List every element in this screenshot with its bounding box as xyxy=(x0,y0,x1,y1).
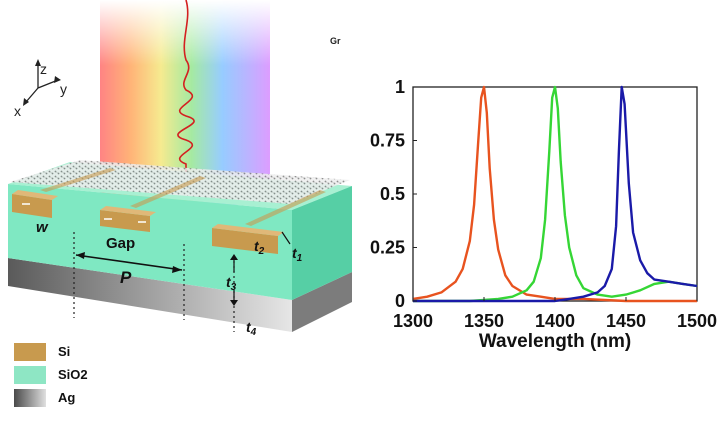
label-t1: t1 xyxy=(292,245,303,264)
axis-z-label: z xyxy=(40,61,47,77)
label-t4: t4 xyxy=(246,319,257,338)
corner-text: Gr xyxy=(330,36,341,46)
x-tick-label: 1300 xyxy=(393,311,433,331)
x-tick-label: 1450 xyxy=(606,311,646,331)
label-period: P xyxy=(120,268,132,287)
sio2-side xyxy=(292,186,352,300)
legend-swatch-si xyxy=(14,343,46,361)
ag-layer-front xyxy=(8,258,292,332)
legend-label-sio2: SiO2 xyxy=(58,367,88,382)
period-arrow xyxy=(75,254,183,271)
transmission-chart: 1300 1350 1400 1450 1500 0 0.25 0.5 0.75 1 Wavelen… xyxy=(370,77,717,352)
series-line-3 xyxy=(413,85,698,303)
y-tick-label: 0.75 xyxy=(370,131,405,151)
x-tick-label: 1500 xyxy=(677,311,717,331)
ag-layer-side xyxy=(292,272,352,332)
wave-packet xyxy=(177,0,195,182)
axis-x-label: x xyxy=(14,103,21,119)
si-grating xyxy=(12,168,326,254)
dimension-guides xyxy=(73,232,235,332)
x-tick-label: 1400 xyxy=(535,311,575,331)
y-tick-label: 0.5 xyxy=(380,184,405,204)
x-axis-label: Wavelength (nm) xyxy=(479,331,631,352)
x-tick-label: 1350 xyxy=(464,311,504,331)
series-line-2 xyxy=(413,85,698,303)
label-w: w xyxy=(36,219,49,236)
legend-label-ag: Ag xyxy=(58,390,76,405)
y-tick-label: 1 xyxy=(395,77,405,97)
legend-swatch-ag xyxy=(14,389,46,407)
series-line-1 xyxy=(412,85,697,303)
legend-label-si: Si xyxy=(58,344,71,359)
sio2-front xyxy=(8,184,292,300)
graphene-sheet xyxy=(10,160,350,204)
label-gap: Gap xyxy=(106,235,135,252)
label-t2: t2 xyxy=(254,238,265,257)
device-schematic: w Gap P t2 t1 t3 t4 z y x Gr xyxy=(8,0,352,338)
plot-frame xyxy=(412,86,698,302)
legend-swatch-sio2 xyxy=(14,366,46,384)
label-t3: t3 xyxy=(226,274,237,293)
y-tick-label: 0.25 xyxy=(370,238,405,258)
axis-y-label: y xyxy=(60,81,67,97)
y-tick-label: 0 xyxy=(395,291,405,311)
